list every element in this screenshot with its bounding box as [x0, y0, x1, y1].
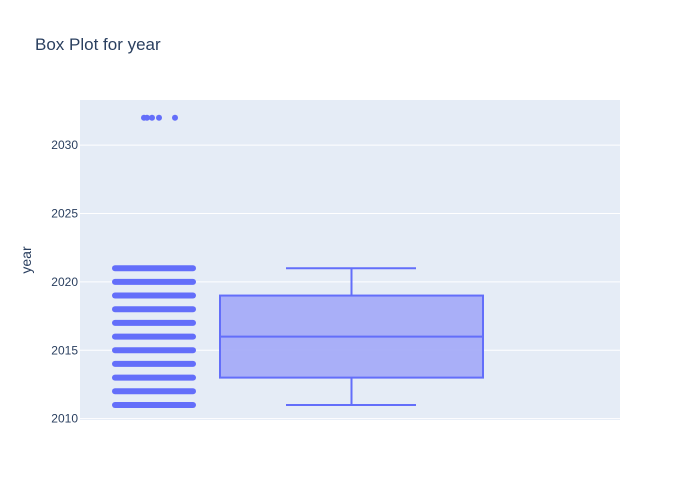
data-point-strip	[112, 360, 196, 367]
data-point-strip	[112, 374, 196, 381]
data-point-strip	[112, 333, 196, 340]
data-point-strip	[112, 347, 196, 354]
box-series	[219, 267, 484, 406]
data-point-strip	[112, 388, 196, 395]
outlier-point	[149, 114, 155, 121]
y-tick-label: 2020	[51, 275, 78, 289]
chart-title: Box Plot for year	[35, 35, 161, 54]
outlier-point	[144, 114, 150, 121]
data-point-strip	[112, 401, 196, 408]
data-point-strip	[112, 306, 196, 313]
y-tick-label: 2030	[51, 138, 78, 152]
y-axis-label: year	[18, 246, 34, 274]
outlier-point	[172, 114, 178, 121]
y-tick-label: 2010	[51, 412, 78, 426]
data-point-strip	[112, 319, 196, 326]
outlier-point	[156, 114, 162, 121]
data-point-strip	[112, 265, 196, 272]
y-axis-ticks: 2010 2015 2020 2025 2030	[51, 138, 78, 426]
data-point-strip	[112, 292, 196, 299]
data-points	[112, 114, 196, 408]
y-tick-label: 2015	[51, 343, 78, 357]
data-point-strip	[112, 278, 196, 285]
y-tick-label: 2025	[51, 207, 78, 221]
